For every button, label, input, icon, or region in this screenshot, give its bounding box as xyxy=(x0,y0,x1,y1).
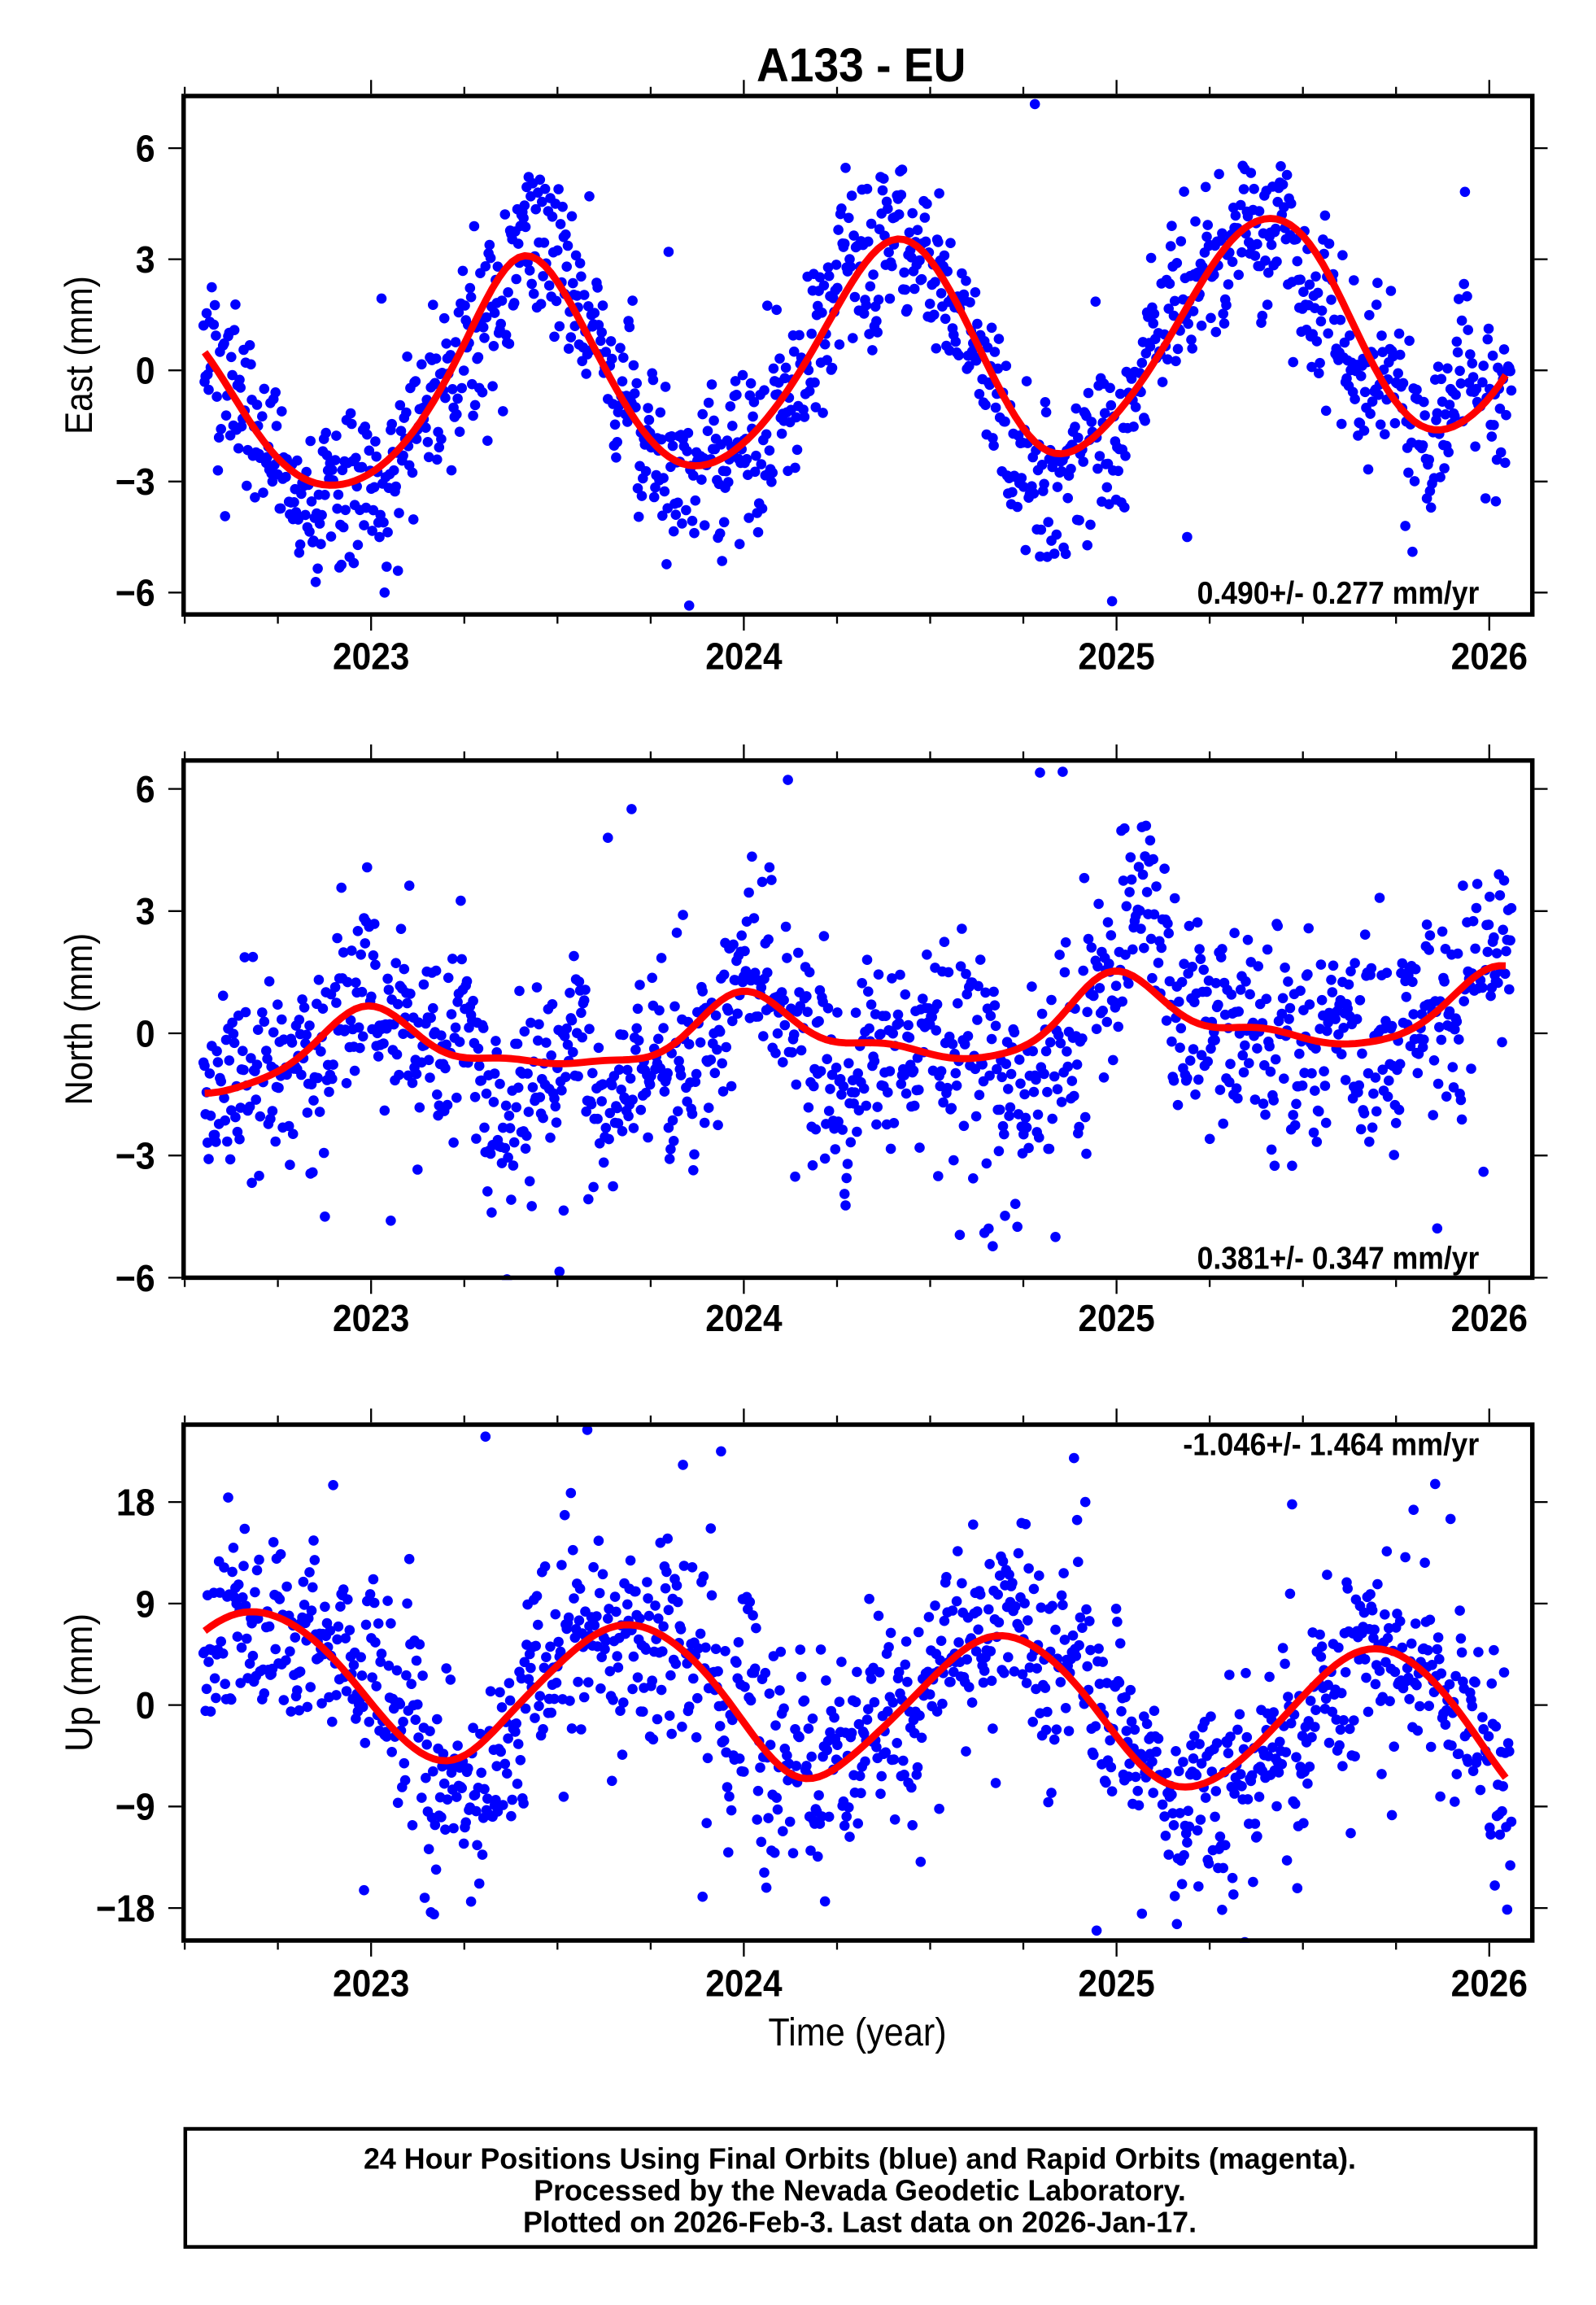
svg-text:−18: −18 xyxy=(96,1888,155,1930)
svg-text:−6: −6 xyxy=(116,572,155,614)
svg-text:2024: 2024 xyxy=(705,1962,783,2005)
svg-text:9: 9 xyxy=(136,1583,155,1625)
svg-text:2024: 2024 xyxy=(705,1297,783,1339)
svg-text:Plotted on 2026-Feb-3. Last da: Plotted on 2026-Feb-3. Last data on 2026… xyxy=(523,2206,1197,2239)
svg-text:0: 0 xyxy=(136,1684,155,1727)
svg-text:3: 3 xyxy=(136,890,155,932)
svg-text:2023: 2023 xyxy=(333,1962,409,2005)
svg-text:18: 18 xyxy=(116,1482,155,1524)
svg-text:2023: 2023 xyxy=(333,635,409,678)
svg-text:2026: 2026 xyxy=(1451,635,1528,678)
svg-text:2025: 2025 xyxy=(1078,1962,1154,2005)
svg-text:0.381+/- 0.347 mm/yr: 0.381+/- 0.347 mm/yr xyxy=(1197,1242,1480,1277)
svg-text:−3: −3 xyxy=(116,461,155,503)
svg-text:6: 6 xyxy=(136,768,155,810)
svg-text:North (mm): North (mm) xyxy=(57,933,100,1106)
svg-text:2025: 2025 xyxy=(1078,635,1154,678)
svg-text:−3: −3 xyxy=(116,1135,155,1177)
svg-text:6: 6 xyxy=(136,128,155,170)
svg-text:2025: 2025 xyxy=(1078,1297,1154,1339)
svg-text:−9: −9 xyxy=(116,1786,155,1828)
svg-text:0.490+/- 0.277 mm/yr: 0.490+/- 0.277 mm/yr xyxy=(1197,576,1480,611)
svg-text:2024: 2024 xyxy=(705,635,783,678)
svg-text:Processed by the Nevada Geodet: Processed by the Nevada Geodetic Laborat… xyxy=(534,2174,1186,2207)
svg-text:0: 0 xyxy=(136,1012,155,1054)
svg-text:Up (mm): Up (mm) xyxy=(57,1613,100,1752)
svg-text:−6: −6 xyxy=(116,1257,155,1299)
svg-text:Time (year): Time (year) xyxy=(768,2011,946,2054)
svg-text:2026: 2026 xyxy=(1451,1962,1528,2005)
svg-text:24 Hour Positions Using Final: 24 Hour Positions Using Final Orbits (bl… xyxy=(364,2142,1356,2176)
svg-text:0: 0 xyxy=(136,350,155,392)
svg-text:3: 3 xyxy=(136,238,155,281)
svg-text:A133 - EU: A133 - EU xyxy=(757,39,966,92)
svg-text:-1.046+/- 1.464 mm/yr: -1.046+/- 1.464 mm/yr xyxy=(1183,1428,1479,1463)
svg-text:East (mm): East (mm) xyxy=(57,276,100,434)
svg-text:2026: 2026 xyxy=(1451,1297,1528,1339)
svg-text:2023: 2023 xyxy=(333,1297,409,1339)
